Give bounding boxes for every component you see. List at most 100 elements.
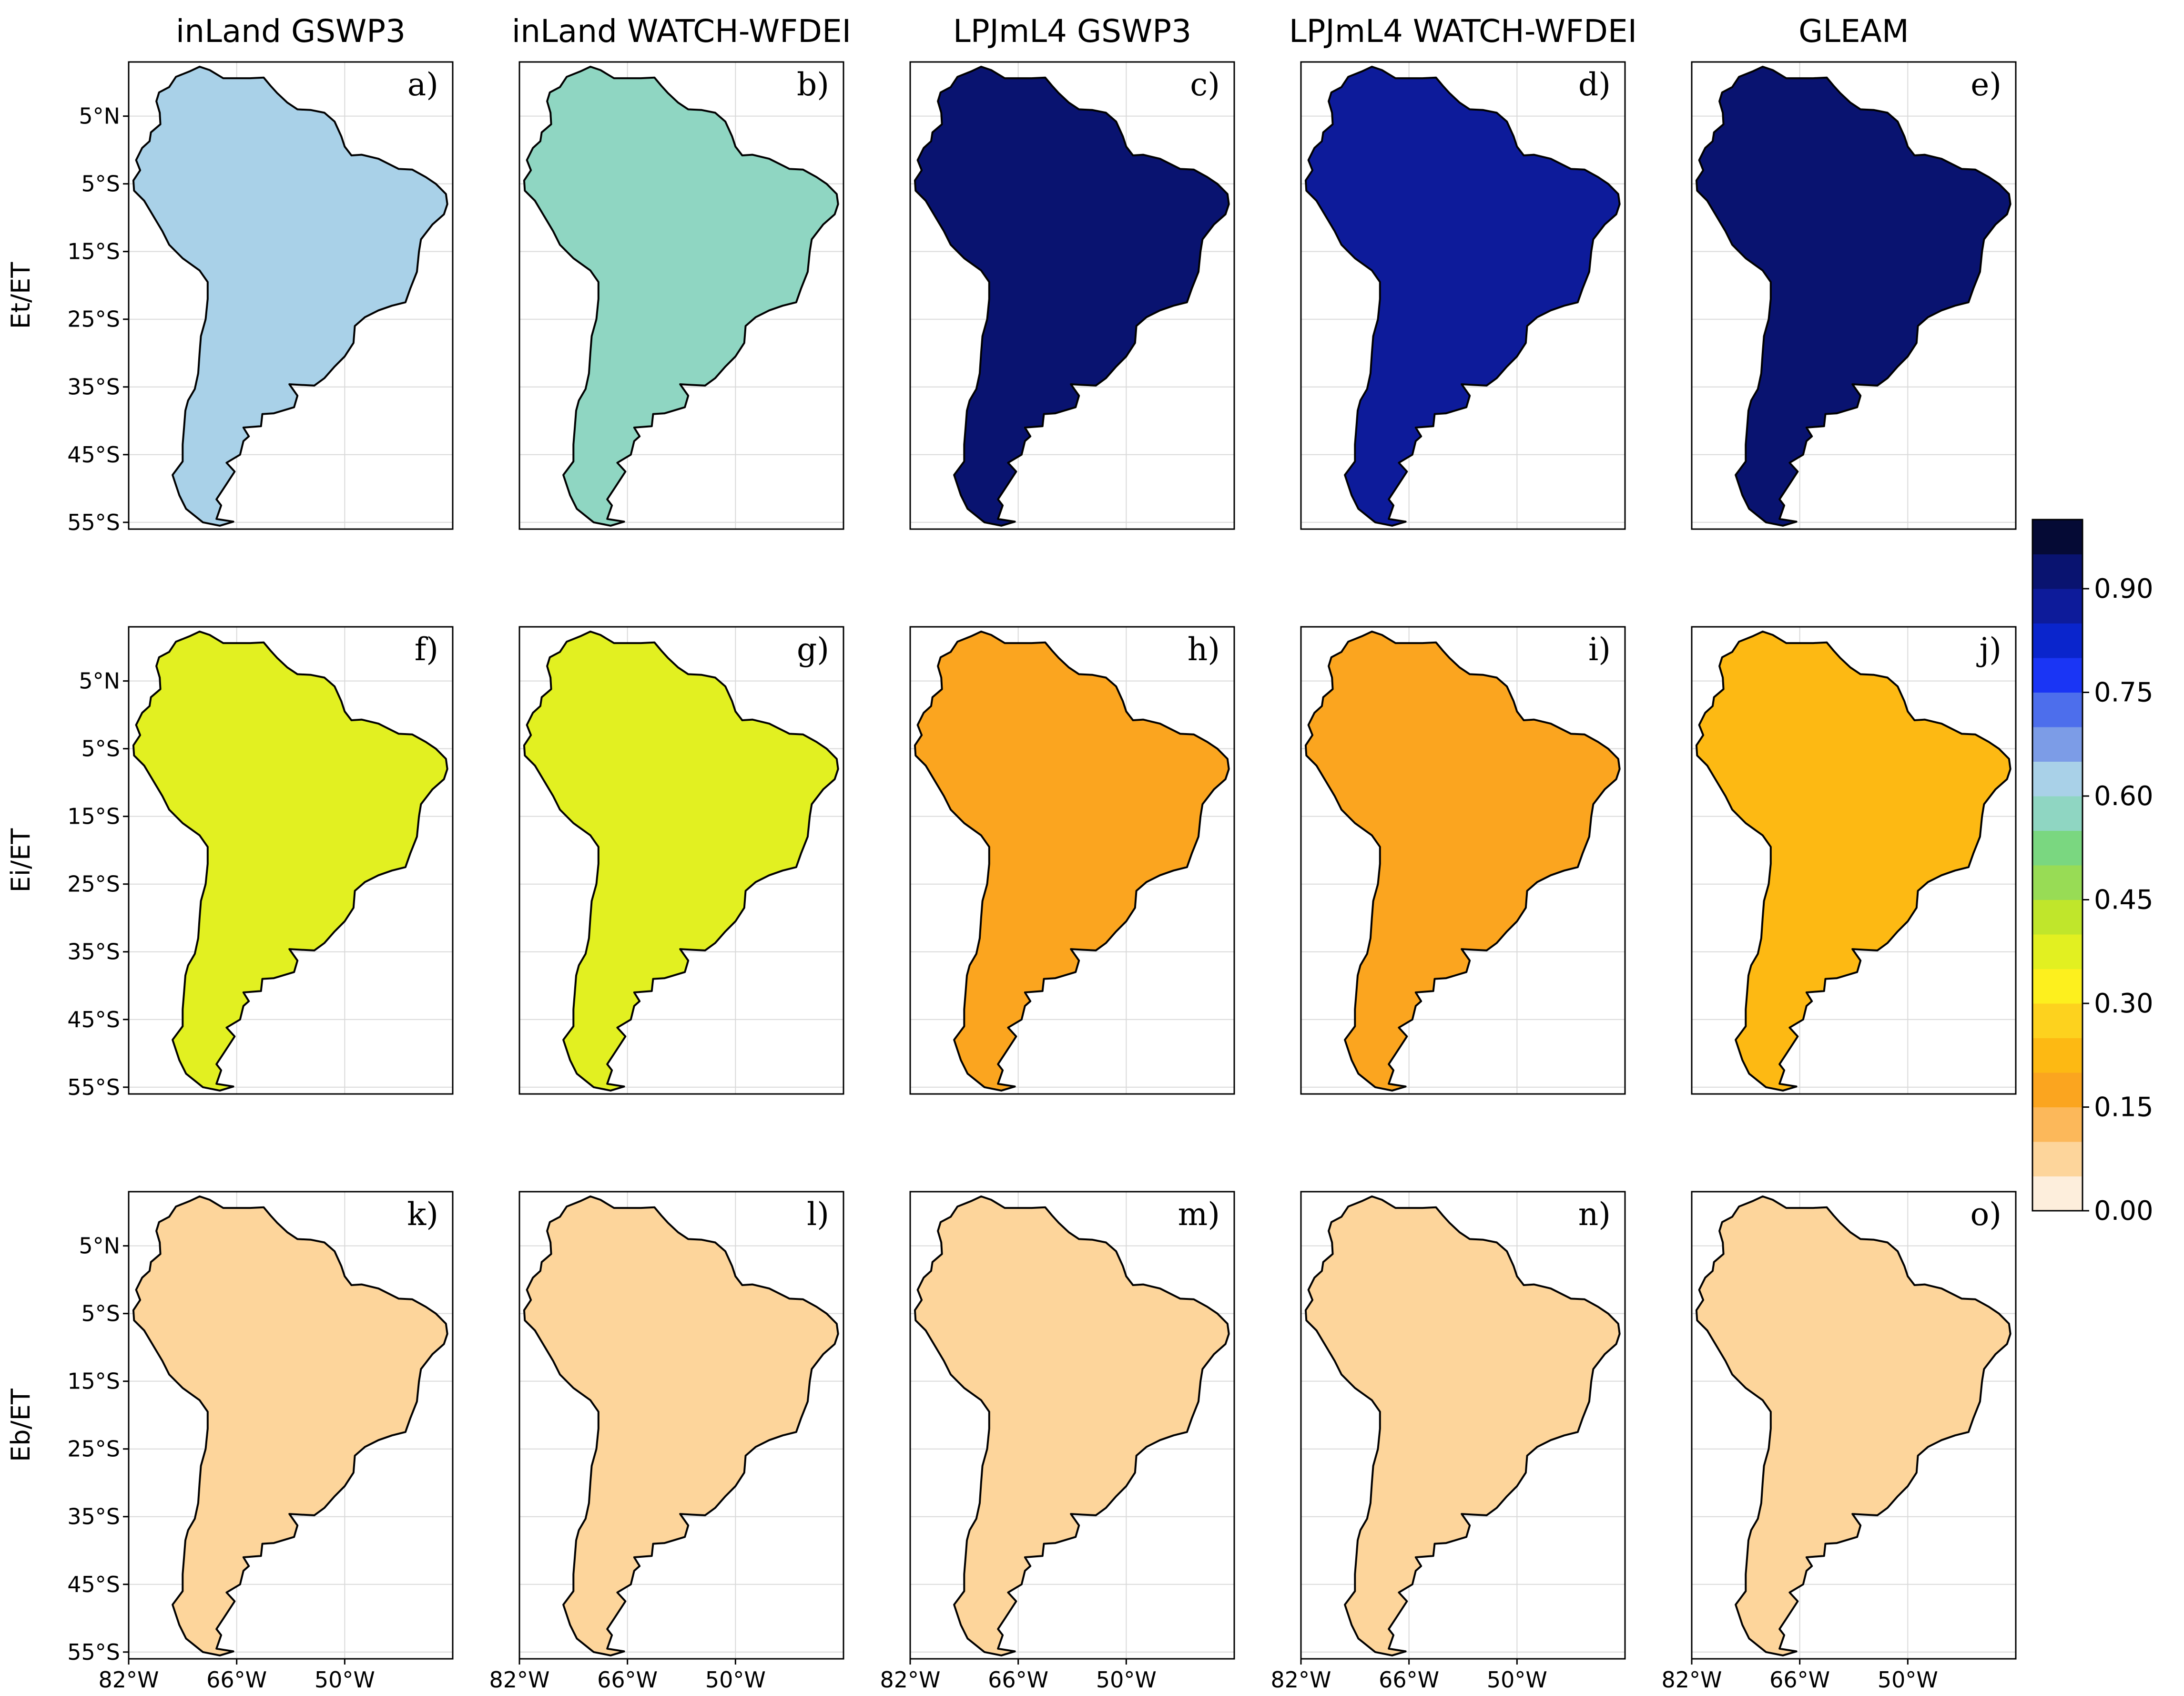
map-panel: m) 82°W 66°W 50°W <box>880 1191 1235 1693</box>
lat-tick-label: 35°S <box>67 374 120 400</box>
panel-label: f) <box>415 631 438 668</box>
panel-frame <box>518 1191 844 1660</box>
colorbar-segment <box>2032 761 2082 797</box>
colorbar-tick-label: 0.15 <box>2094 1092 2154 1123</box>
lon-tick-label: 82°W <box>1270 1667 1331 1693</box>
colorbar-segment <box>2032 1003 2082 1038</box>
row-label: Eb/ET <box>6 1388 36 1462</box>
map-panel: n) 82°W 66°W 50°W <box>1270 1191 1626 1693</box>
map-panel: o) 82°W 66°W 50°W <box>1661 1191 2017 1693</box>
map-panel: b) <box>518 61 844 530</box>
row-label: Ei/ET <box>6 828 36 892</box>
lon-tick-label: 50°W <box>1487 1667 1547 1693</box>
colorbar-tick-label: 0.60 <box>2094 781 2154 812</box>
continent-fill <box>523 65 839 527</box>
continent-fill <box>1304 1195 1621 1656</box>
panel-label: m) <box>1178 1196 1220 1233</box>
lat-tick-label: 25°S <box>67 871 120 897</box>
column-title: inLand WATCH-WFDEI <box>512 13 851 50</box>
lat-tick-label: 15°S <box>67 804 120 829</box>
panel-frame <box>1300 61 1626 530</box>
panel-label: d) <box>1578 66 1611 103</box>
colorbar-segment <box>2032 1038 2082 1073</box>
panel-frame <box>518 626 844 1095</box>
map-panel: e) <box>1691 61 2017 530</box>
lat-tick-label: 45°S <box>67 442 120 468</box>
colorbar-segment <box>2032 727 2082 762</box>
continent-fill <box>1695 1195 2011 1656</box>
panel-label: b) <box>797 66 829 103</box>
row-label: Et/ET <box>6 262 36 329</box>
continent-fill <box>132 1195 448 1656</box>
lat-tick-label: 5°N <box>79 1233 120 1259</box>
panel-label: g) <box>797 631 829 668</box>
lat-tick-label: 25°S <box>67 307 120 332</box>
map-panel: h) <box>909 626 1235 1095</box>
panel-label: i) <box>1588 631 1611 668</box>
panel-frame <box>1691 626 2017 1095</box>
map-panel: a) 5°N 5°S 15°S 25°S 35°S 45°S 55°S <box>67 61 454 535</box>
colorbar-tick-label: 0.90 <box>2094 573 2154 604</box>
lat-tick-label: 35°S <box>67 939 120 965</box>
panel-label: h) <box>1188 631 1220 668</box>
continent-fill <box>523 630 839 1092</box>
map-panel: f) 5°N 5°S 15°S 25°S 35°S 45°S 55°S <box>67 626 454 1100</box>
lat-tick-label: 55°S <box>67 1074 120 1100</box>
panel-label: a) <box>407 66 438 103</box>
colorbar-tick-label: 0.30 <box>2094 988 2154 1019</box>
column-title: LPJmL4 WATCH-WFDEI <box>1289 13 1637 50</box>
colorbar-segment <box>2032 796 2082 831</box>
lon-tick-label: 66°W <box>597 1667 658 1693</box>
lat-tick-label: 5°S <box>81 1301 120 1327</box>
panel-label: c) <box>1190 66 1220 103</box>
colorbar-segment <box>2032 934 2082 969</box>
colorbar-segment <box>2032 1107 2082 1142</box>
lat-tick-label: 15°S <box>67 239 120 265</box>
map-panel: k) 5°N 5°S 15°S 25°S 35°S 45°S 55°S82°W 66°W 50°W <box>67 1191 454 1693</box>
lon-tick-label: 50°W <box>1878 1667 1938 1693</box>
panel-label: e) <box>1971 66 2001 103</box>
lon-tick-label: 82°W <box>98 1667 159 1693</box>
panel-frame <box>128 626 454 1095</box>
lat-tick-label: 5°S <box>81 171 120 197</box>
colorbar-segment <box>2032 865 2082 900</box>
continent-fill <box>914 65 1230 527</box>
lon-tick-label: 82°W <box>1661 1667 1722 1693</box>
panel-label: o) <box>1971 1196 2001 1233</box>
colorbar-tick-label: 0.45 <box>2094 885 2154 916</box>
continent-fill <box>1695 65 2011 527</box>
lat-tick-label: 5°S <box>81 736 120 762</box>
continent-fill <box>132 65 448 527</box>
column-title: GLEAM <box>1798 13 1909 50</box>
colorbar-tick-label: 0.00 <box>2094 1195 2154 1226</box>
lat-tick-label: 45°S <box>67 1007 120 1032</box>
map-panel: l) 82°W 66°W 50°W <box>489 1191 844 1693</box>
colorbar-segment <box>2032 1176 2082 1211</box>
colorbar-segment <box>2032 969 2082 1004</box>
colorbar-segment <box>2032 623 2082 658</box>
colorbar-segment <box>2032 899 2082 935</box>
lat-tick-label: 35°S <box>67 1504 120 1530</box>
colorbar-segment <box>2032 658 2082 693</box>
lon-tick-label: 50°W <box>705 1667 766 1693</box>
colorbar-frame <box>2032 519 2083 1212</box>
lat-tick-label: 5°N <box>79 668 120 694</box>
lat-tick-label: 25°S <box>67 1436 120 1462</box>
map-panel: i) <box>1300 626 1626 1095</box>
panel-frame <box>1300 626 1626 1095</box>
lat-tick-label: 15°S <box>67 1369 120 1394</box>
column-title: inLand GSWP3 <box>176 13 406 50</box>
colorbar-segment <box>2032 692 2082 727</box>
panel-frame <box>128 61 454 530</box>
panel-frame <box>1300 1191 1626 1660</box>
lon-tick-label: 66°W <box>1379 1667 1439 1693</box>
continent-fill <box>1695 630 2011 1092</box>
lon-tick-label: 66°W <box>988 1667 1048 1693</box>
continent-fill <box>1304 630 1621 1092</box>
panel-frame <box>909 61 1235 530</box>
colorbar-segment <box>2032 1073 2082 1107</box>
colorbar-segment <box>2032 520 2082 554</box>
continent-fill <box>914 1195 1230 1656</box>
panel-frame <box>909 626 1235 1095</box>
